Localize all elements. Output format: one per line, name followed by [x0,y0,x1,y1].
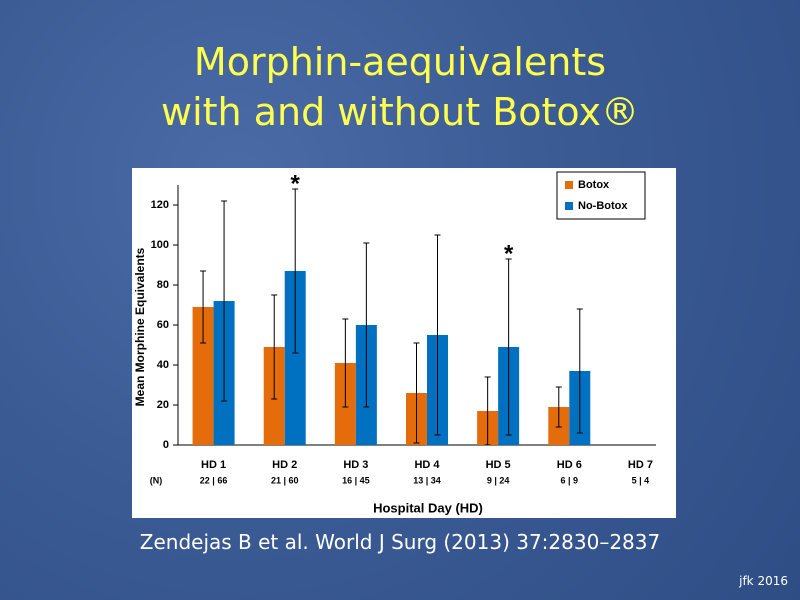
error-bar [221,200,228,402]
error-bar [576,308,583,434]
legend-swatch [565,202,573,210]
x-tick-label: HD 3 [343,459,368,471]
x-tick-label: HD 5 [486,459,511,471]
n-count: 13 | 34 [413,475,441,485]
x-tick-label: HD 1 [201,459,226,471]
y-tick-label: 0 [163,439,169,451]
citation: Zendejas B et al. World J Surg (2013) 37… [139,530,661,554]
slide-title: Morphin-aequivalents [193,40,607,84]
footer: jfk 2016 [739,574,788,588]
x-tick-label: HD 2 [272,459,297,471]
n-count: 22 | 66 [200,475,228,485]
error-bar [292,188,299,354]
significance-marker: * [504,240,514,267]
y-tick-label: 100 [151,239,169,251]
legend-label: Botox [578,179,610,191]
y-tick-label: 40 [157,359,169,371]
legend-box [556,171,646,220]
x-tick-label: HD 7 [628,459,653,471]
n-count: 16 | 45 [342,475,370,485]
x-axis-label: Hospital Day (HD) [373,500,483,515]
y-tick-label: 120 [151,199,169,211]
error-bar [434,234,441,436]
n-count: 21 | 60 [271,475,299,485]
bar [284,271,306,445]
error-bar [484,376,491,446]
error-bar [413,342,420,444]
n-count: 5 | 4 [632,475,650,485]
y-tick-label: 20 [157,399,169,411]
legend-label: No-Botox [578,200,628,212]
slide-title: with and without Botox® [161,90,639,134]
error-bar [271,294,278,400]
y-tick-label: 60 [157,319,169,331]
n-label: (N) [150,475,163,485]
significance-marker: * [291,170,301,197]
error-bar [363,242,370,408]
legend-swatch [565,181,573,189]
y-axis-label: Mean Morphine Equivalents [133,247,147,406]
bar [192,307,214,445]
y-tick-label: 80 [157,279,169,291]
error-bar [505,258,512,436]
n-count: 9 | 24 [487,475,510,485]
error-bar [200,270,207,344]
x-tick-label: HD 6 [557,459,582,471]
error-bar [555,386,562,428]
x-tick-label: HD 4 [414,459,440,471]
error-bar [342,318,349,408]
n-count: 6 | 9 [561,475,579,485]
